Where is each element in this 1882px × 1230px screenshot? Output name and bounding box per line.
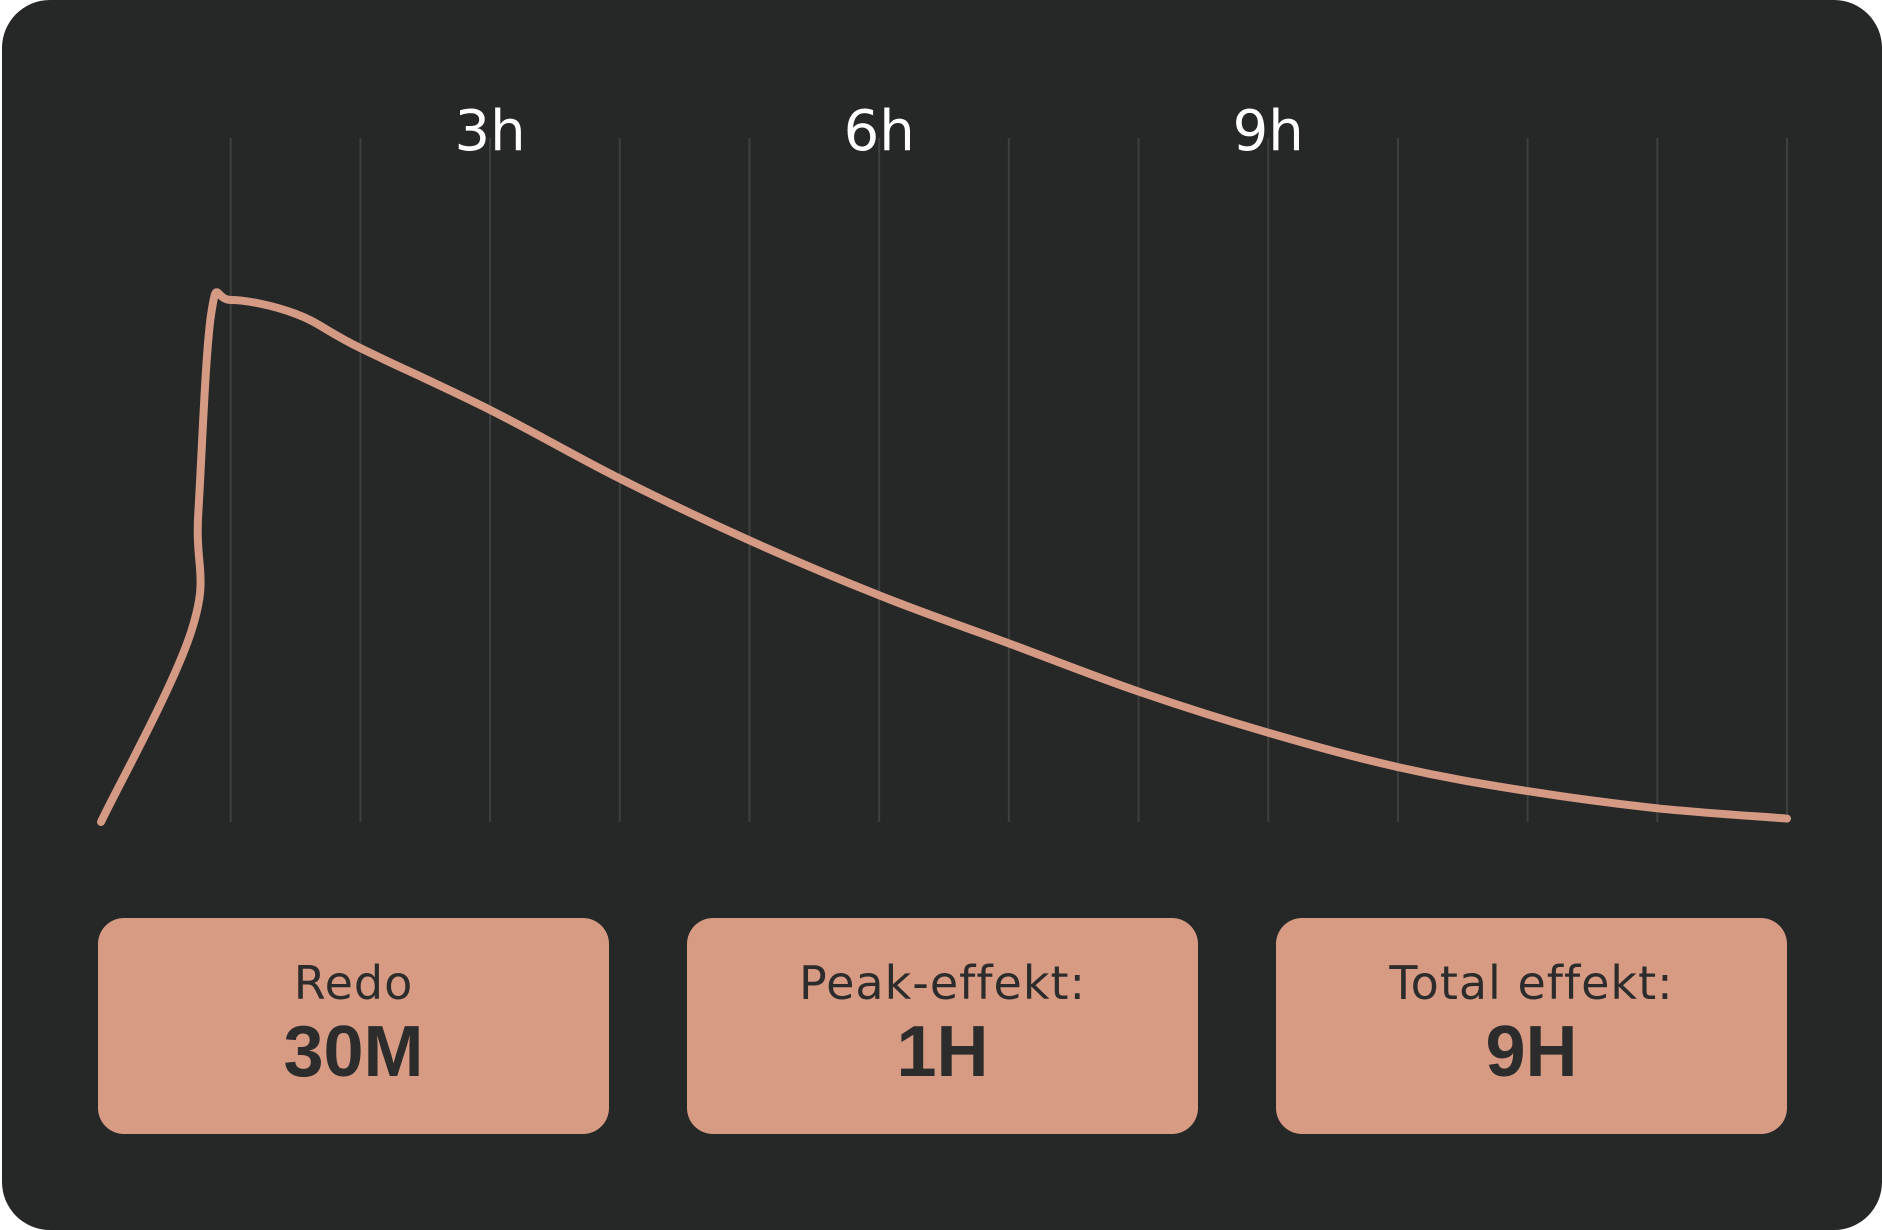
peak-stat-value: 1H xyxy=(896,1011,989,1092)
effect-curve xyxy=(97,288,1791,826)
total-stat-box: Total effekt: 9H xyxy=(1276,918,1787,1134)
peak-stat-label: Peak-effekt: xyxy=(799,956,1086,1011)
onset-stat-value: 30M xyxy=(283,1011,424,1092)
chart-tick-labels: 3h 6h 9h xyxy=(455,99,1304,164)
onset-stat-label: Redo xyxy=(293,956,414,1011)
total-stat-label: Total effekt: xyxy=(1389,956,1674,1011)
peak-stat-box: Peak-effekt: 1H xyxy=(687,918,1198,1134)
tick-label-6h: 6h xyxy=(844,99,915,164)
tick-label-3h: 3h xyxy=(455,99,526,164)
tick-label-9h: 9h xyxy=(1233,99,1304,164)
chart-gridlines xyxy=(229,138,1788,822)
onset-stat-box: Redo 30M xyxy=(98,918,609,1134)
effect-chart: 3h 6h 9h xyxy=(97,99,1791,826)
total-stat-value: 9H xyxy=(1485,1011,1578,1092)
